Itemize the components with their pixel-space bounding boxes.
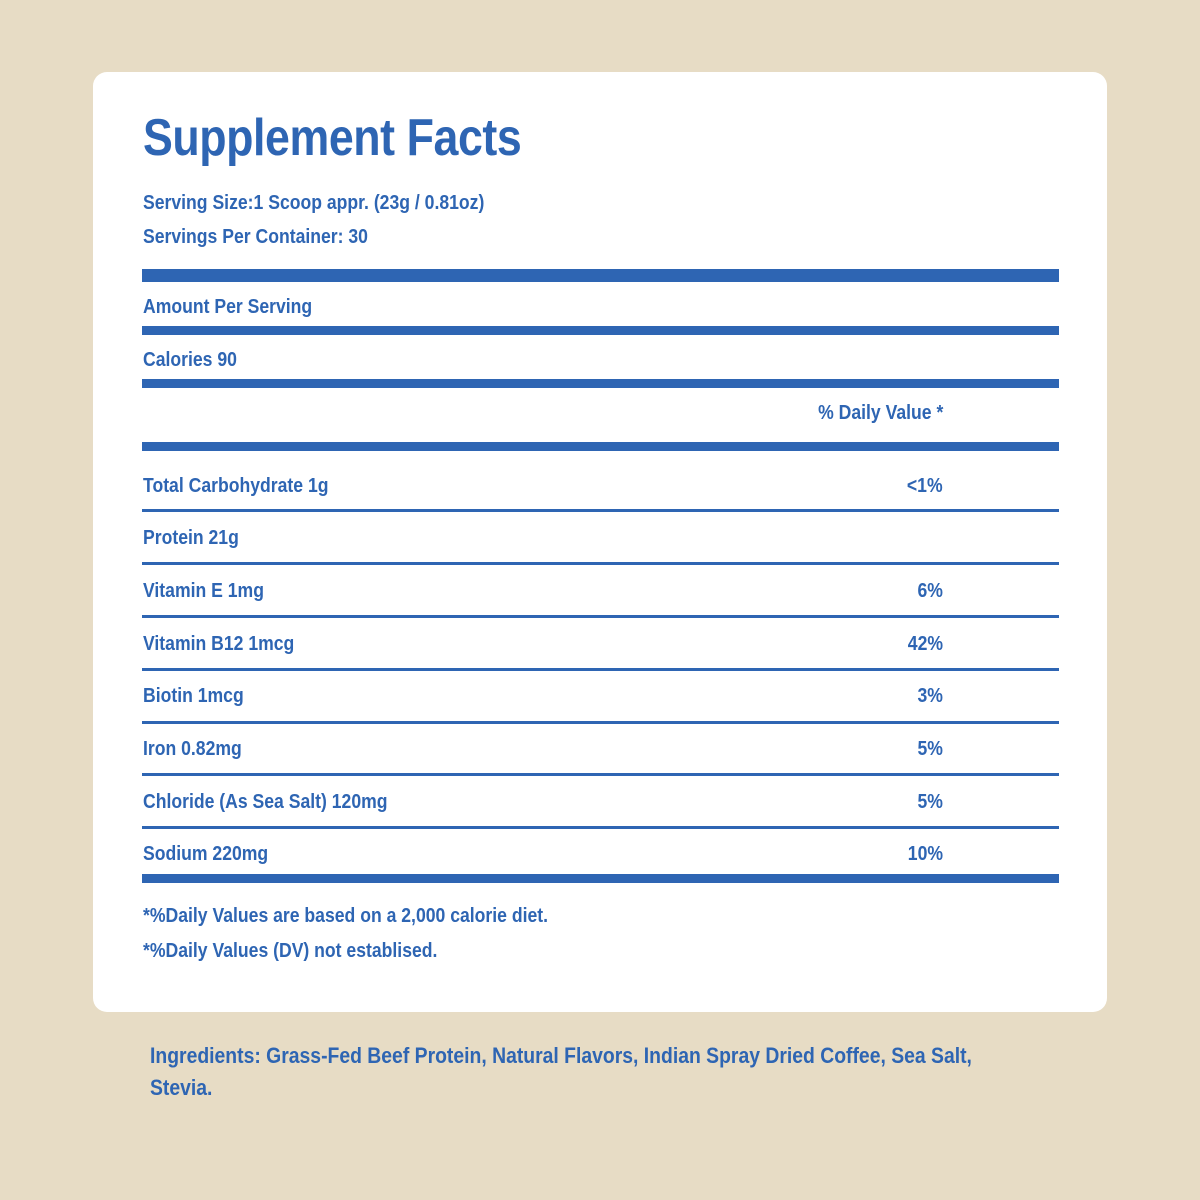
- panel-title: Supplement Facts: [143, 109, 522, 167]
- row-divider: [142, 562, 1059, 565]
- nutrient-name: Protein 21g: [143, 527, 239, 549]
- row-divider: [142, 615, 1059, 618]
- footnote: *%Daily Values (DV) not establised.: [143, 940, 438, 962]
- divider-medium: [142, 874, 1059, 883]
- row-divider: [142, 668, 1059, 671]
- nutrient-name: Total Carbohydrate 1g: [143, 475, 329, 497]
- row-divider: [142, 721, 1059, 724]
- row-divider: [142, 773, 1059, 776]
- row-divider: [142, 826, 1059, 829]
- amount-per-serving: Amount Per Serving: [143, 296, 313, 318]
- nutrient-name: Chloride (As Sea Salt) 120mg: [143, 791, 388, 813]
- divider-medium: [142, 326, 1059, 335]
- nutrient-name: Vitamin E 1mg: [143, 580, 264, 602]
- nutrient-daily-value: 5%: [917, 738, 943, 760]
- row-divider: [142, 509, 1059, 512]
- nutrient-daily-value: 42%: [907, 633, 943, 655]
- nutrient-daily-value: 5%: [917, 791, 943, 813]
- nutrient-daily-value: <1%: [907, 475, 943, 497]
- nutrient-daily-value: 6%: [917, 580, 943, 602]
- nutrient-name: Biotin 1mcg: [143, 685, 244, 707]
- ingredients-list: Ingredients: Grass-Fed Beef Protein, Nat…: [150, 1043, 972, 1100]
- nutrient-name: Vitamin B12 1mcg: [143, 633, 295, 655]
- divider-medium: [142, 442, 1059, 451]
- footnote: *%Daily Values are based on a 2,000 calo…: [143, 905, 549, 927]
- supplement-facts-panel: Supplement Facts Serving Size:1 Scoop ap…: [93, 72, 1107, 1012]
- serving-size: Serving Size:1 Scoop appr. (23g / 0.81oz…: [143, 192, 485, 214]
- calories: Calories 90: [143, 349, 237, 371]
- daily-value-header: % Daily Value *: [817, 402, 943, 424]
- divider-thick: [142, 269, 1059, 282]
- nutrient-daily-value: 3%: [917, 685, 943, 707]
- nutrient-name: Sodium 220mg: [143, 843, 269, 865]
- divider-medium: [142, 379, 1059, 388]
- nutrient-name: Iron 0.82mg: [143, 738, 242, 760]
- nutrient-daily-value: 10%: [907, 843, 943, 865]
- servings-per-container: Servings Per Container: 30: [143, 226, 368, 248]
